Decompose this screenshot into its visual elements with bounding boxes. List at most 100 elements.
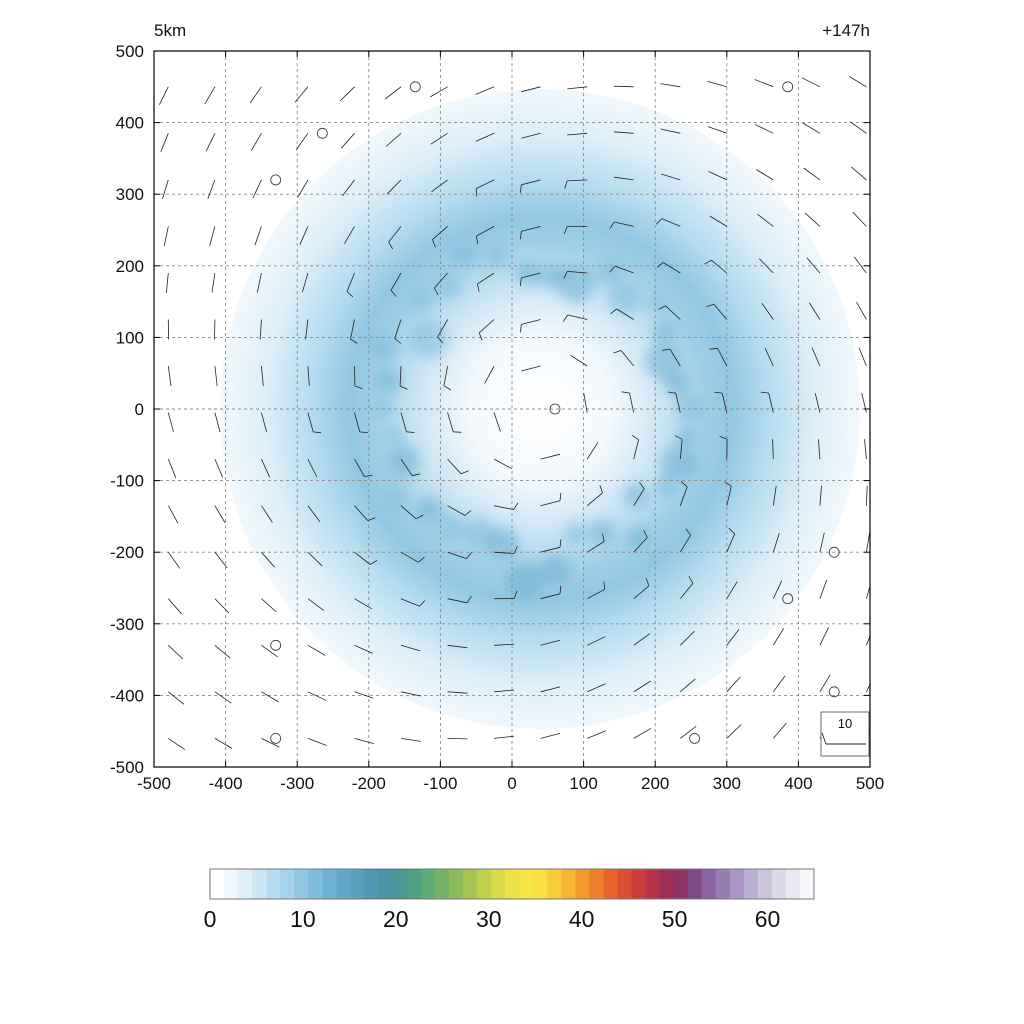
colorbar-swatch	[238, 869, 253, 899]
wind-barb-feather	[639, 482, 645, 489]
wind-barb	[447, 691, 468, 694]
wind-barb-feather	[658, 305, 666, 310]
wind-barb	[708, 171, 727, 181]
wind-barb	[713, 303, 728, 320]
wind-barb	[494, 505, 514, 510]
colorbar-tick-label: 0	[204, 906, 217, 932]
wind-barb	[665, 305, 681, 320]
wind-barb	[261, 738, 280, 748]
chart-title-left: 5km	[154, 21, 186, 40]
wind-barb	[494, 643, 515, 646]
wind-barb	[540, 593, 561, 600]
wind-barb	[675, 393, 681, 413]
wind-barb-feather	[760, 391, 769, 394]
wind-barb-feather	[520, 231, 522, 240]
wind-barb-feather	[661, 348, 670, 351]
wind-barb	[354, 505, 369, 521]
wind-barb	[660, 173, 681, 181]
wind-barb-feather	[478, 332, 483, 341]
wind-barb	[680, 678, 696, 693]
wind-barbs	[159, 76, 870, 750]
colorbar-swatch	[308, 869, 323, 899]
wind-barb-feather	[369, 560, 378, 565]
wind-barb	[305, 319, 309, 340]
wind-barb	[680, 630, 695, 646]
wind-barb	[400, 458, 413, 476]
field-patch	[677, 426, 697, 446]
calm-wind-marker	[549, 403, 561, 415]
wind-barb	[613, 85, 634, 88]
wind-barb	[633, 727, 652, 739]
wind-barb	[354, 598, 373, 610]
wind-barb	[388, 226, 402, 243]
wind-barb	[726, 581, 738, 599]
x-tick-label: -400	[209, 774, 243, 793]
wind-barb	[344, 226, 355, 244]
wind-barb	[168, 691, 185, 705]
wind-barb	[818, 439, 821, 460]
grid-lines	[154, 51, 870, 767]
wind-barb-feather	[346, 291, 354, 298]
wind-barb	[707, 126, 727, 134]
wind-barb	[261, 598, 277, 613]
wind-barb-feather	[477, 283, 480, 292]
x-tick-label: 400	[784, 774, 812, 793]
colorbar-swatch	[659, 869, 675, 899]
calm-wind-marker	[270, 733, 282, 744]
colorbar-swatch	[771, 869, 787, 899]
wind-barb	[866, 532, 870, 553]
colorbar-swatch	[280, 869, 295, 899]
wind-barb	[852, 211, 867, 227]
wind-barb	[354, 551, 371, 565]
wind-barb	[633, 680, 651, 693]
wind-barb	[629, 392, 635, 413]
wind-barb	[354, 691, 374, 699]
wind-barb	[757, 213, 774, 227]
reference-vector-box: 10	[820, 711, 870, 757]
wind-barb-feather	[602, 533, 605, 542]
wind-barb	[207, 179, 216, 199]
wind-barb	[803, 167, 821, 181]
wind-barb-feather	[609, 265, 616, 273]
wind-barb-feather	[453, 431, 462, 433]
wind-barb	[214, 738, 233, 749]
wind-barb-feather	[406, 431, 415, 433]
colorbar-swatch	[645, 869, 661, 899]
wind-barb-feather	[688, 576, 694, 584]
wind-barb	[307, 598, 325, 611]
field-patch	[409, 320, 448, 359]
wind-barb-feather	[631, 434, 639, 441]
wind-barb-feather	[399, 385, 408, 390]
field-patch	[556, 264, 596, 304]
y-tick-label: 300	[116, 185, 144, 204]
wind-barb	[386, 179, 402, 195]
wind-barb	[295, 133, 309, 150]
wind-barb	[586, 442, 599, 460]
wind-barb	[434, 272, 448, 289]
wind-barb-feather	[437, 336, 444, 344]
colorbar-swatch	[378, 869, 394, 899]
wind-barb	[587, 683, 606, 693]
wind-barb	[819, 532, 825, 553]
colorbar-swatch	[266, 869, 281, 899]
wind-barb-feather	[724, 481, 732, 487]
wind-barb-feather	[656, 262, 664, 268]
wind-barb	[633, 488, 645, 506]
wind-barb	[432, 226, 448, 240]
y-tick-label: 400	[116, 114, 144, 133]
colorbar-swatch	[603, 869, 618, 899]
wind-barb	[214, 365, 218, 386]
wind-barb-feather	[674, 435, 683, 440]
wind-barb	[808, 302, 821, 320]
wind-barb	[633, 633, 651, 646]
wind-barb	[772, 675, 786, 693]
wind-barb	[866, 485, 868, 506]
colorbar-tick-label: 30	[476, 906, 502, 932]
colorbar-swatch	[448, 869, 464, 899]
wind-barb	[726, 629, 740, 646]
calm-wind-marker	[316, 127, 328, 139]
wind-barb	[165, 272, 169, 293]
wind-barb	[307, 458, 318, 478]
wind-barb	[866, 635, 870, 646]
wind-barb	[163, 226, 169, 247]
